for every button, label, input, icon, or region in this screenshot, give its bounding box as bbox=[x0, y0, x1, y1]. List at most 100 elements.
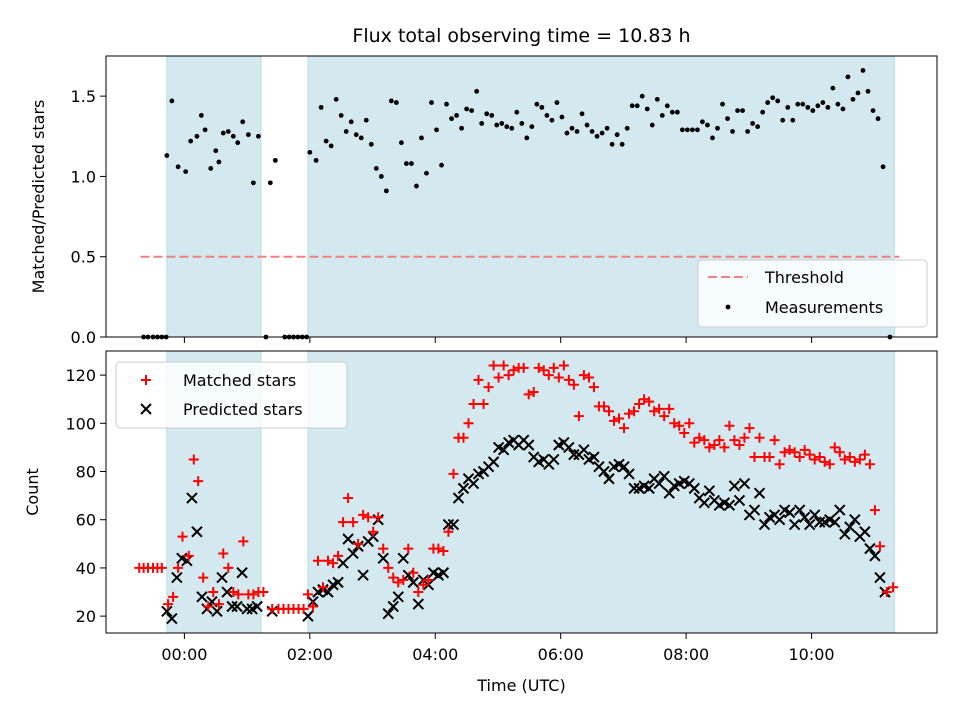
measurement-point bbox=[880, 164, 886, 170]
matched-star-point bbox=[588, 382, 599, 393]
measurement-point bbox=[169, 98, 175, 104]
predicted-star-point bbox=[568, 448, 580, 461]
measurement-point bbox=[198, 113, 204, 118]
matched-star-point bbox=[888, 582, 899, 593]
measurement-point bbox=[393, 100, 399, 105]
matched-star-point bbox=[553, 372, 564, 383]
measurement-point bbox=[429, 100, 434, 105]
chart-title: Flux total observing time = 10.83 h bbox=[352, 25, 690, 47]
measurement-point bbox=[474, 88, 480, 94]
measurement-point bbox=[509, 125, 515, 131]
measurement-point bbox=[735, 108, 740, 113]
predicted-star-point bbox=[844, 521, 856, 533]
measurement-point bbox=[539, 104, 545, 110]
matched-star-point bbox=[869, 505, 880, 516]
measurement-point bbox=[745, 129, 750, 134]
measurement-point bbox=[230, 133, 236, 139]
measurement-point bbox=[765, 100, 771, 105]
matched-star-point bbox=[639, 394, 650, 405]
measurement-point bbox=[589, 129, 595, 134]
matched-star-point bbox=[408, 567, 419, 578]
matched-star-point bbox=[709, 440, 720, 450]
predicted-star-point bbox=[523, 439, 535, 451]
measurement-point bbox=[840, 106, 846, 112]
measurement-point bbox=[649, 122, 655, 128]
measurement-point bbox=[368, 141, 374, 147]
matched-star-point bbox=[468, 399, 479, 410]
measurement-point bbox=[529, 124, 535, 130]
matched-star-point bbox=[649, 406, 660, 417]
measurement-point bbox=[323, 138, 329, 144]
measurement-point bbox=[208, 166, 214, 171]
measurement-point bbox=[850, 96, 856, 102]
matched-star-point bbox=[233, 589, 244, 600]
matched-star-point bbox=[302, 589, 313, 600]
measurement-point bbox=[690, 127, 695, 133]
matched-star-point bbox=[223, 562, 234, 573]
predicted-star-point bbox=[738, 477, 751, 490]
measurement-point bbox=[705, 122, 710, 128]
measurement-point bbox=[740, 108, 745, 113]
matched-star-point bbox=[383, 562, 394, 573]
measurement-point bbox=[730, 129, 735, 134]
measurement-point bbox=[414, 183, 419, 189]
measurement-point bbox=[865, 88, 871, 94]
matched-star-point bbox=[363, 512, 374, 523]
predicted-star-point bbox=[834, 504, 846, 516]
measurement-point bbox=[235, 140, 241, 146]
matched-star-point bbox=[543, 370, 554, 381]
matched-star-point bbox=[198, 572, 209, 583]
matched-star-point bbox=[458, 432, 469, 443]
matched-star-point bbox=[177, 531, 188, 542]
bottom-y-ticks: 20 40 60 80 100 120 bbox=[65, 366, 106, 626]
matched-star-point bbox=[188, 454, 199, 465]
measurement-point bbox=[815, 103, 821, 109]
matched-star-point bbox=[388, 572, 399, 583]
matched-star-point bbox=[168, 591, 179, 602]
predicted-star-point bbox=[864, 542, 876, 555]
measurement-point bbox=[619, 141, 625, 147]
legend-measurements-label: Measurements bbox=[765, 298, 883, 317]
matched-star-point bbox=[203, 601, 214, 612]
top-shaded-span-0 bbox=[166, 55, 262, 338]
x-tick-label: 06:00 bbox=[538, 645, 584, 664]
matched-star-point bbox=[403, 543, 414, 554]
top-axes-frame bbox=[105, 55, 938, 338]
matched-star-point bbox=[784, 444, 795, 455]
measurement-point bbox=[629, 103, 635, 109]
top-y-axis-label: Matched/Predicted stars bbox=[29, 100, 48, 294]
predicted-star-point bbox=[658, 470, 670, 483]
measurement-point bbox=[644, 106, 650, 112]
predicted-star-point bbox=[196, 591, 208, 603]
measurement-point bbox=[307, 149, 313, 155]
predicted-star-point bbox=[688, 482, 700, 495]
measurement-point bbox=[720, 101, 725, 107]
measurement-point bbox=[684, 127, 690, 133]
matched-star-point bbox=[724, 420, 735, 431]
measurement-point bbox=[188, 138, 194, 144]
matched-star-point bbox=[528, 386, 539, 397]
measurement-point bbox=[669, 109, 675, 115]
measurement-point bbox=[659, 113, 665, 118]
measurement-point bbox=[378, 174, 384, 179]
matched-star-point bbox=[689, 437, 700, 448]
matched-star-point bbox=[307, 601, 318, 612]
predicted-star-point bbox=[191, 526, 203, 538]
matched-star-point bbox=[493, 372, 504, 383]
measurement-point bbox=[519, 121, 525, 126]
legend-predicted-swatch bbox=[140, 403, 152, 415]
measurement-point bbox=[267, 180, 273, 186]
matched-star-point bbox=[814, 452, 825, 463]
matched-star-point bbox=[679, 427, 690, 438]
measurement-point bbox=[524, 135, 530, 141]
measurement-point bbox=[825, 104, 831, 110]
matched-star-point bbox=[614, 413, 625, 424]
predicted-star-point bbox=[728, 480, 741, 492]
matched-star-point bbox=[538, 365, 549, 376]
predicted-star-point bbox=[793, 504, 806, 516]
predicted-star-point bbox=[347, 547, 359, 560]
measurement-point bbox=[634, 103, 640, 109]
matched-star-point bbox=[764, 452, 775, 463]
matched-star-point bbox=[659, 411, 670, 422]
measurement-point bbox=[245, 132, 251, 138]
